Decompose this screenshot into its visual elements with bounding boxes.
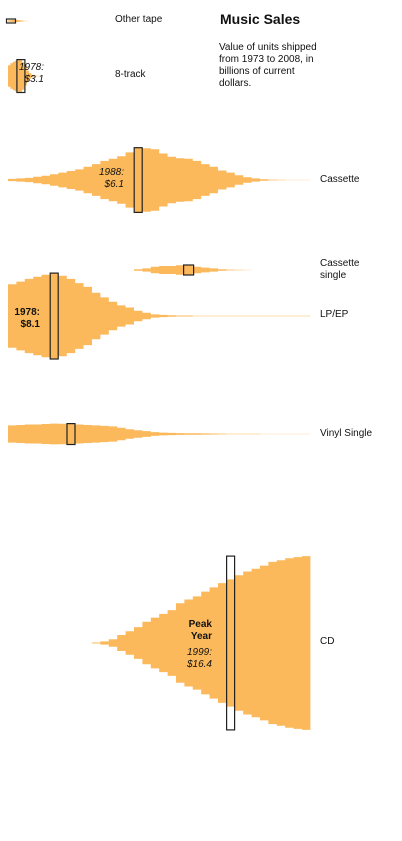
label-lp-ep: LP/EP	[320, 309, 349, 320]
stream-other-tape	[8, 19, 52, 23]
peak-value-8-track: $3.1	[24, 74, 44, 85]
peak-year-lp-ep: 1978:	[14, 307, 40, 318]
label-other-tape: Other tape	[115, 14, 163, 25]
peak-marker-vinyl-single	[66, 423, 76, 446]
peak-marker-cassette	[133, 147, 143, 213]
peak-marker-lp-ep	[49, 272, 59, 360]
label-8-track: 8-track	[115, 69, 146, 80]
peak-year-cd: 1999:	[186, 647, 212, 658]
label-cassette: Cassette	[320, 174, 360, 185]
stream-cassette-single	[8, 265, 311, 275]
stream-vinyl-single	[8, 423, 311, 445]
peak-marker-cd	[226, 555, 236, 731]
peak-heading-cd: Peak Year	[188, 619, 212, 642]
stream-cd	[8, 556, 311, 730]
label-cassette-single: Cassette single	[320, 258, 360, 281]
peak-marker-other-tape	[5, 18, 17, 24]
peak-annotation-cassette: 1988: $6.1	[84, 167, 124, 191]
peak-year-cassette: 1988:	[98, 167, 124, 178]
stream-cassette	[8, 147, 311, 213]
peak-marker-cassette-single	[183, 264, 195, 276]
peak-year-8-track: 1978:	[18, 62, 44, 73]
peak-marker-8-track	[16, 58, 26, 94]
peak-value-lp-ep: $8.1	[20, 319, 40, 330]
peak-value-cassette: $6.1	[104, 179, 124, 190]
peak-value-cd: $16.4	[186, 659, 212, 670]
chart-subtitle: Value of units shipped from 1973 to 2008…	[219, 42, 317, 89]
label-cd: CD	[320, 636, 335, 647]
peak-annotation-lp-ep: 1978: $8.1	[0, 307, 40, 331]
label-vinyl-single: Vinyl Single	[320, 428, 373, 439]
stream-lp-ep	[8, 273, 311, 359]
chart-title: Music Sales	[220, 11, 301, 27]
peak-annotation-cd: 1999: $16.4	[172, 647, 212, 671]
peak-annotation-8-track: 1978: $3.1	[4, 62, 44, 86]
